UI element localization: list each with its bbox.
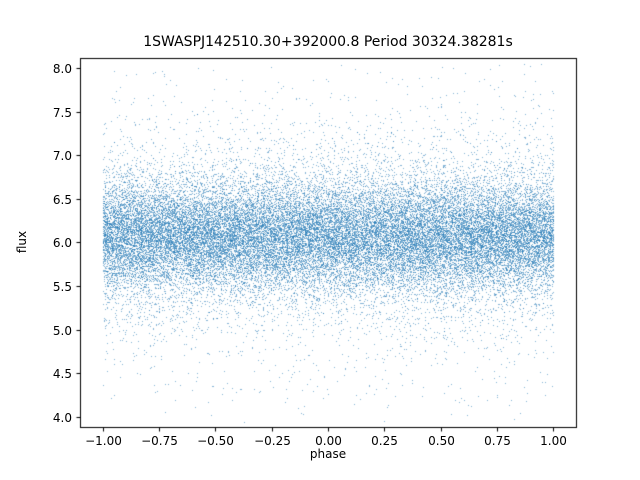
x-tick-label: −0.25 (254, 434, 291, 448)
y-tick-label: 6.0 (52, 235, 72, 250)
x-tick-label: −0.50 (197, 434, 234, 448)
y-axis-label: flux (15, 230, 29, 254)
y-tick-label: 6.5 (52, 192, 72, 207)
y-tick-label: 7.5 (52, 105, 72, 120)
x-tick-label: −1.00 (85, 434, 122, 448)
x-tick-label: 0.25 (371, 434, 398, 448)
x-tick-label: 0.00 (315, 434, 342, 448)
x-tick-label: 0.75 (484, 434, 511, 448)
chart-title: 1SWASPJ142510.30+392000.8 Period 30324.3… (143, 34, 513, 50)
x-tick-label: 1.00 (540, 434, 567, 448)
y-tick-label: 5.0 (52, 323, 72, 338)
y-tick-label: 5.5 (52, 279, 72, 294)
y-tick-label: 4.5 (52, 366, 72, 381)
y-tick-label: 4.0 (52, 410, 72, 425)
y-tick-label: 7.0 (52, 148, 72, 163)
x-tick-label: 0.50 (428, 434, 455, 448)
y-tick-label: 8.0 (52, 61, 72, 76)
x-tick-label: −0.75 (141, 434, 178, 448)
x-axis-label: phase (309, 447, 347, 461)
